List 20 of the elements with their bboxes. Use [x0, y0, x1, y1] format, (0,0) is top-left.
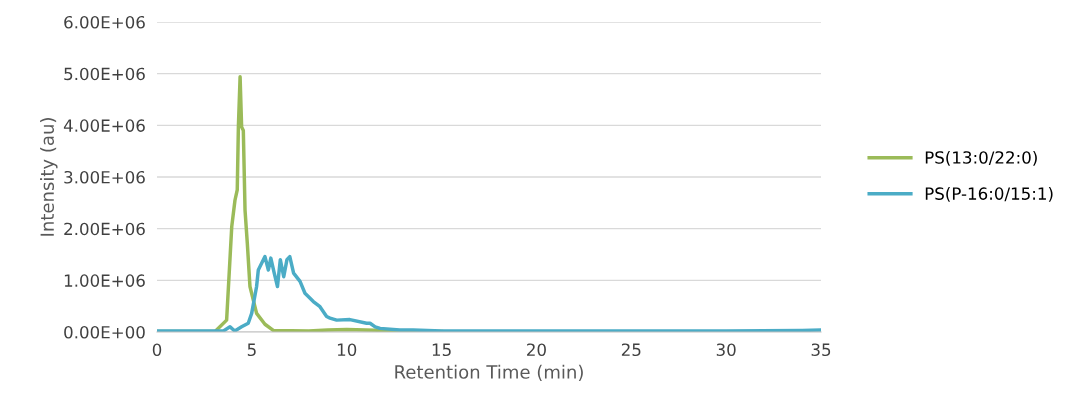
x-tick-label: 25 [621, 343, 641, 357]
y-tick-label: 2.00E+06 [64, 222, 145, 236]
x-tick-label: 20 [527, 343, 546, 357]
y-tick-label: 3.00E+06 [64, 170, 145, 184]
x-tick-label: 15 [432, 343, 451, 357]
x-tick-label: 0 [152, 343, 162, 357]
line-series [157, 254, 821, 332]
x-tick-label: 5 [247, 343, 256, 357]
legend-label: PS(P-16:0/15:1) [925, 187, 1053, 202]
legend-label: PS(13:0/22:0) [925, 150, 1037, 166]
y-axis-title: Intensity (au) [40, 118, 58, 236]
x-tick-label: 35 [811, 343, 831, 357]
x-tick-label: 30 [716, 343, 736, 357]
x-tick-label: 10 [337, 343, 357, 357]
x-axis-title: Retention Time (min) [395, 364, 583, 381]
y-tick-label: 6.00E+06 [64, 15, 145, 29]
y-tick-label: 5.00E+06 [64, 67, 145, 81]
y-tick-label: 4.00E+06 [63, 119, 145, 132]
y-tick-label: 0.00E+00 [64, 325, 145, 339]
y-tick-label: 1.00E+06 [64, 274, 145, 287]
